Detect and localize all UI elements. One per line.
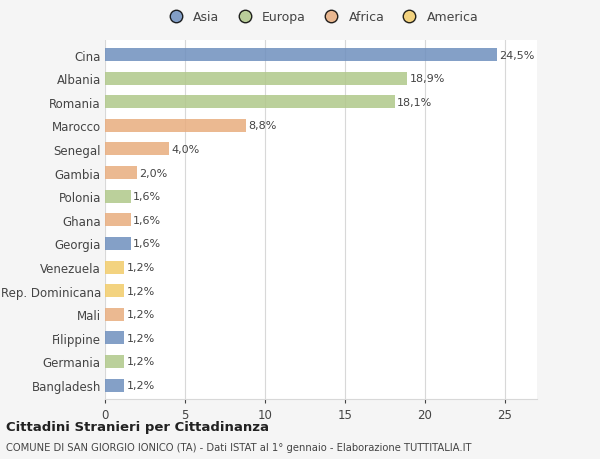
Bar bbox=[105, 261, 124, 274]
Bar bbox=[105, 167, 137, 179]
Text: COMUNE DI SAN GIORGIO IONICO (TA) - Dati ISTAT al 1° gennaio - Elaborazione TUTT: COMUNE DI SAN GIORGIO IONICO (TA) - Dati… bbox=[6, 442, 472, 452]
Text: 4,0%: 4,0% bbox=[172, 145, 200, 155]
Bar bbox=[105, 214, 131, 227]
Text: Cittadini Stranieri per Cittadinanza: Cittadini Stranieri per Cittadinanza bbox=[6, 420, 269, 433]
Text: 18,1%: 18,1% bbox=[397, 98, 432, 107]
Text: 1,6%: 1,6% bbox=[133, 239, 161, 249]
Text: 1,6%: 1,6% bbox=[133, 215, 161, 225]
Bar bbox=[105, 331, 124, 345]
Bar bbox=[105, 49, 497, 62]
Legend: Asia, Europa, Africa, America: Asia, Europa, Africa, America bbox=[160, 7, 482, 28]
Bar bbox=[105, 379, 124, 392]
Text: 8,8%: 8,8% bbox=[248, 121, 277, 131]
Bar bbox=[105, 355, 124, 368]
Bar bbox=[105, 308, 124, 321]
Bar bbox=[105, 237, 131, 250]
Bar bbox=[105, 73, 407, 85]
Bar bbox=[105, 120, 246, 133]
Bar bbox=[105, 190, 131, 203]
Text: 1,2%: 1,2% bbox=[127, 309, 155, 319]
Text: 1,2%: 1,2% bbox=[127, 380, 155, 390]
Text: 18,9%: 18,9% bbox=[410, 74, 445, 84]
Text: 1,2%: 1,2% bbox=[127, 263, 155, 273]
Text: 1,2%: 1,2% bbox=[127, 286, 155, 296]
Text: 1,2%: 1,2% bbox=[127, 357, 155, 367]
Bar bbox=[105, 143, 169, 156]
Text: 1,2%: 1,2% bbox=[127, 333, 155, 343]
Text: 2,0%: 2,0% bbox=[139, 168, 167, 178]
Bar bbox=[105, 96, 395, 109]
Text: 1,6%: 1,6% bbox=[133, 192, 161, 202]
Text: 24,5%: 24,5% bbox=[499, 50, 535, 61]
Bar bbox=[105, 285, 124, 297]
